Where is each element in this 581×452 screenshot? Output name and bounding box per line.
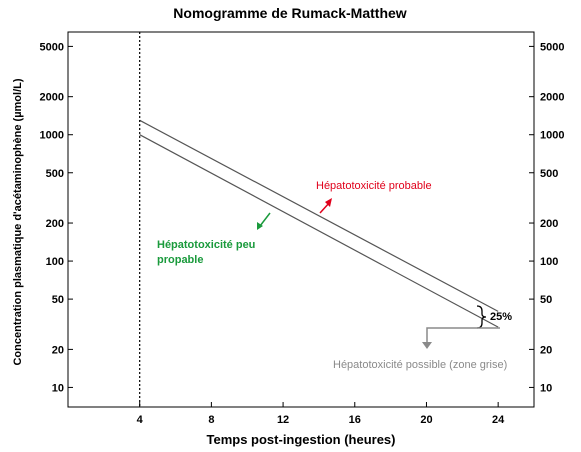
series-line-2 xyxy=(139,134,499,328)
y-tick-label-left: 20 xyxy=(52,344,64,356)
y-tick-label-right: 500 xyxy=(540,168,558,180)
x-tick-label: 12 xyxy=(277,414,289,426)
series-line-1 xyxy=(139,119,499,312)
annotation-25-percent: 25% xyxy=(490,311,512,323)
x-tick-label: 24 xyxy=(492,414,505,426)
chart-title: Nomogramme de Rumack-Matthew xyxy=(173,5,406,21)
annotation-peu-probable-line2: propable xyxy=(157,254,203,266)
annotation-peu-probable-line1: Hépatotoxicité peu xyxy=(157,239,255,251)
arrow-down-left-icon xyxy=(257,212,271,230)
arrow-up-right-icon xyxy=(319,198,332,214)
x-tick-label: 8 xyxy=(208,414,214,426)
plot-frame xyxy=(67,31,535,408)
y-tick-label-right: 200 xyxy=(540,218,558,230)
axis-ticks: 10 10 20 20 50 50 100 100 200 200 500 500 1000 1000 20… xyxy=(40,41,565,426)
annotation-probable: Hépatotoxicité probable xyxy=(316,180,432,192)
arrow-down-gray-icon xyxy=(422,327,500,349)
x-tick-label: 20 xyxy=(420,414,432,426)
y-tick-label-left: 2000 xyxy=(40,92,64,104)
y-tick-label-left: 5000 xyxy=(40,41,64,53)
y-tick-label-right: 100 xyxy=(540,256,558,268)
y-tick-label-left: 500 xyxy=(46,168,64,180)
y-axis-label: Concentration plasmatique d'acétaminophè… xyxy=(12,78,24,365)
y-tick-label-right: 2000 xyxy=(540,92,564,104)
y-tick-label-right: 5000 xyxy=(540,41,564,53)
y-tick-label-left: 10 xyxy=(52,382,64,394)
y-tick-label-left: 1000 xyxy=(40,130,64,142)
x-tick-label: 4 xyxy=(137,414,144,426)
x-tick-label: 16 xyxy=(349,414,361,426)
y-tick-label-left: 50 xyxy=(52,294,64,306)
chart-marks xyxy=(139,119,499,328)
y-tick-label-right: 10 xyxy=(540,382,552,394)
y-tick-label-right: 50 xyxy=(540,294,552,306)
brace-icon xyxy=(476,305,487,329)
y-tick-label-right: 1000 xyxy=(540,130,564,142)
x-axis-label: Temps post-ingestion (heures) xyxy=(207,432,396,447)
y-tick-label-right: 20 xyxy=(540,344,552,356)
annotation-possible: Hépatotoxicité possible (zone grise) xyxy=(333,359,507,371)
y-tick-label-left: 100 xyxy=(46,256,64,268)
y-tick-label-left: 200 xyxy=(46,218,64,230)
